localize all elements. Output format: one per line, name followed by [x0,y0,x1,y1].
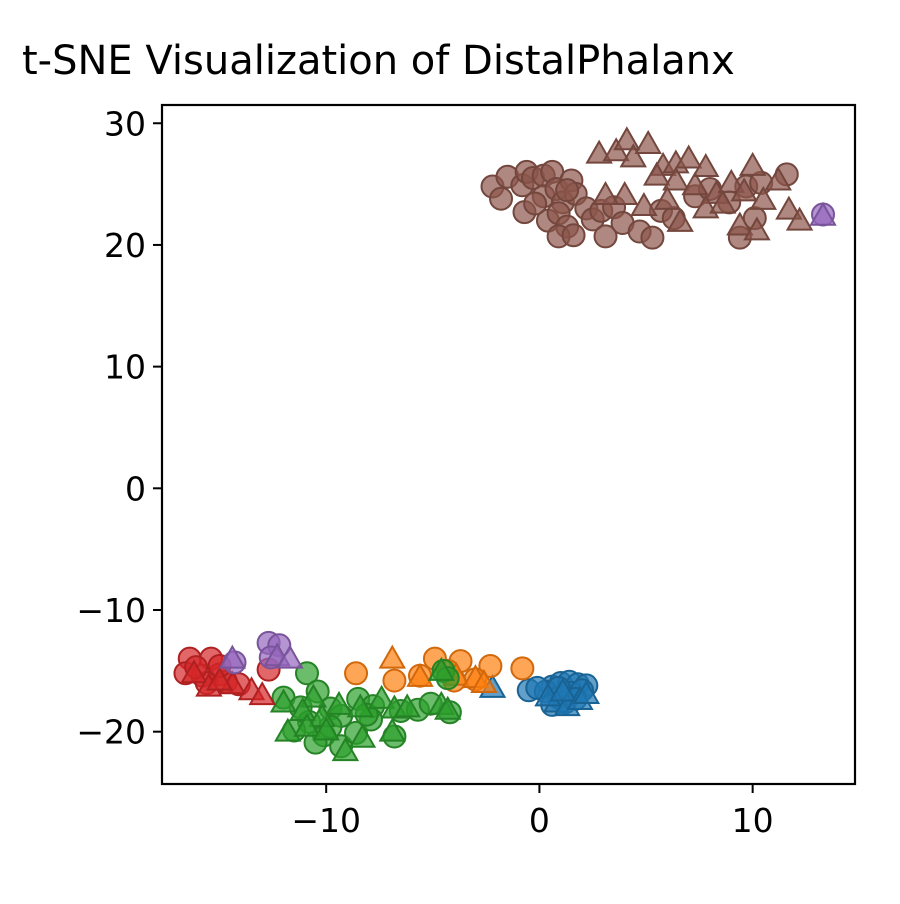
y-tick-label: 30 [104,104,146,143]
scatter-point-triangle [572,679,601,704]
scatter-point-triangle [274,717,302,742]
scatter-point-triangle [666,207,694,232]
scatter-point-triangle [662,166,690,191]
scatter-point-circle [382,668,407,693]
scatter-point-triangle [218,644,247,669]
scatter-point-triangle [809,201,837,226]
scatter-point-triangle [653,185,682,210]
y-tick-label: −20 [76,713,146,752]
scatter-point-triangle [681,171,709,196]
scatter-point-circle [561,223,586,248]
scatter-point-triangle [406,662,434,687]
scatter-point-triangle [434,695,462,720]
scatter-point-triangle [346,693,375,718]
scatter-point-triangle [642,161,671,186]
scatter-point-triangle [348,723,377,748]
scatter-point-triangle [378,644,407,669]
scatter-point-triangle [269,688,298,713]
chart-title: t-SNE Visualization of DistalPhalanx [22,38,735,84]
scatter-point-circle [489,186,514,211]
scatter-point-triangle [378,717,407,742]
y-tick-label: 0 [125,469,146,508]
scatter-point-triangle [634,129,662,154]
scatter-point-triangle [299,683,328,708]
scatter-point-triangle [549,677,577,702]
axes-frame [160,103,857,786]
scatter-point-triangle [717,168,746,193]
scatter-point-triangle [610,181,639,206]
scatter-point-triangle [591,181,620,206]
scatter-point-triangle [674,144,703,169]
scatter-point-triangle [764,166,792,191]
scatter-point-triangle [738,151,767,176]
scatter-point-triangle [312,716,340,741]
scatter-point-triangle [293,712,321,737]
scatter-point-triangle [470,668,498,694]
scatter-point-circle [640,225,665,250]
scatter-point-triangle [331,737,360,762]
scatter-point-circle [523,191,548,216]
scatter-point-triangle [205,666,234,691]
y-tick-label: 10 [104,348,146,387]
scatter-point-triangle [180,659,208,684]
scatter-point-circle [344,661,369,686]
scatter-point-triangle [692,153,720,178]
scatter-point-triangle [619,143,647,168]
y-tick-label: −10 [76,591,146,630]
scatter-point-triangle [393,693,421,718]
scatter-point-triangle [775,195,803,220]
scatter-point-triangle [785,206,814,231]
x-tick-label: 10 [732,801,774,840]
scatter-point-triangle [367,684,396,709]
x-tick-label: 0 [529,801,550,840]
scatter-point-triangle [743,216,771,241]
y-tick-label: 20 [104,226,146,265]
scatter-point-triangle [248,681,276,706]
scatter-point-triangle [726,211,754,236]
scatter-point-triangle [289,696,317,721]
scatter-point-circle [510,656,535,681]
scatter-point-triangle [276,644,304,669]
scatter-point-circle [555,178,580,203]
scatter-point-triangle [613,126,641,151]
scatter-point-triangle [709,189,737,214]
scatter-point-triangle [325,690,353,715]
scatter-point-triangle [730,177,758,202]
x-tick-label: −10 [291,801,361,840]
scatter-point-circle [593,224,618,249]
scatter-point-triangle [427,656,456,681]
scatter-point-triangle [749,185,778,210]
